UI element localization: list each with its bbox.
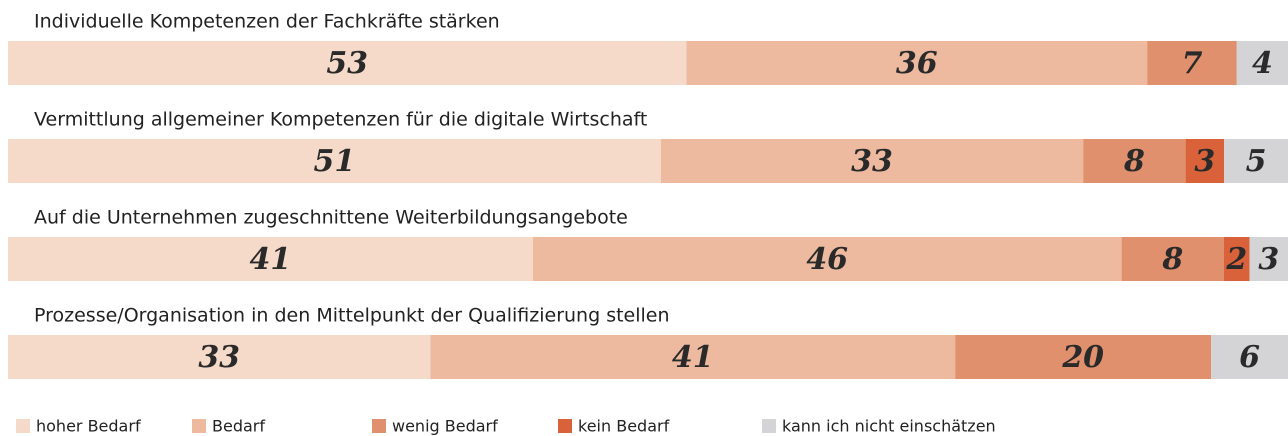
legend-label: wenig Bedarf [392,417,498,436]
value-label: 33 [198,340,240,375]
legend-swatch [16,419,30,433]
value-label: 4 [1252,46,1273,81]
legend-label: kein Bedarf [578,417,670,436]
bar-segment [955,335,1212,379]
value-label: 2 [1225,242,1247,277]
bar-segment [1185,139,1224,183]
value-label: 3 [1258,242,1279,277]
bar-segment [1083,139,1186,183]
bar-segment [532,237,1122,281]
bar-segment [430,335,956,379]
bar-segment [1147,41,1237,85]
category-label: Vermittlung allgemeiner Kompetenzen für … [34,109,647,131]
legend-swatch [762,419,776,433]
value-label: 8 [1123,144,1145,179]
legend-swatch [372,419,386,433]
value-label: 36 [896,46,938,81]
value-label: 46 [806,242,848,277]
value-label: 5 [1246,144,1267,179]
bar-segment [1211,335,1288,379]
bar-segment [8,237,533,281]
value-label: 41 [672,340,714,375]
bar-segment [1224,237,1250,281]
category-label: Individuelle Kompetenzen der Fachkräfte … [34,11,500,33]
bar-segment [1224,139,1288,183]
legend-label: hoher Bedarf [36,417,141,436]
bar-segment [8,41,687,85]
bar-segment [660,139,1084,183]
legend-swatch [192,419,206,433]
bar-segment [1236,41,1288,85]
value-label: 33 [851,144,893,179]
value-label: 51 [314,144,356,179]
value-label: 6 [1239,340,1260,375]
category-label: Prozesse/Organisation in den Mittelpunkt… [34,305,670,327]
bar-segment [686,41,1148,85]
value-label: 3 [1194,144,1215,179]
category-label: Auf die Unternehmen zugeschnittene Weite… [34,207,628,229]
value-label: 20 [1061,340,1104,375]
bar-segment [8,139,661,183]
legend-swatch [558,419,572,433]
legend-label: Bedarf [212,417,265,436]
value-label: 8 [1161,242,1183,277]
value-label: 7 [1182,46,1203,81]
value-label: 41 [250,242,292,277]
bar-segment [1249,237,1288,281]
bar-segment [8,335,431,379]
bar-segment [1121,237,1224,281]
legend-label: kann ich nicht einschätzen [782,417,996,436]
value-label: 53 [326,46,368,81]
